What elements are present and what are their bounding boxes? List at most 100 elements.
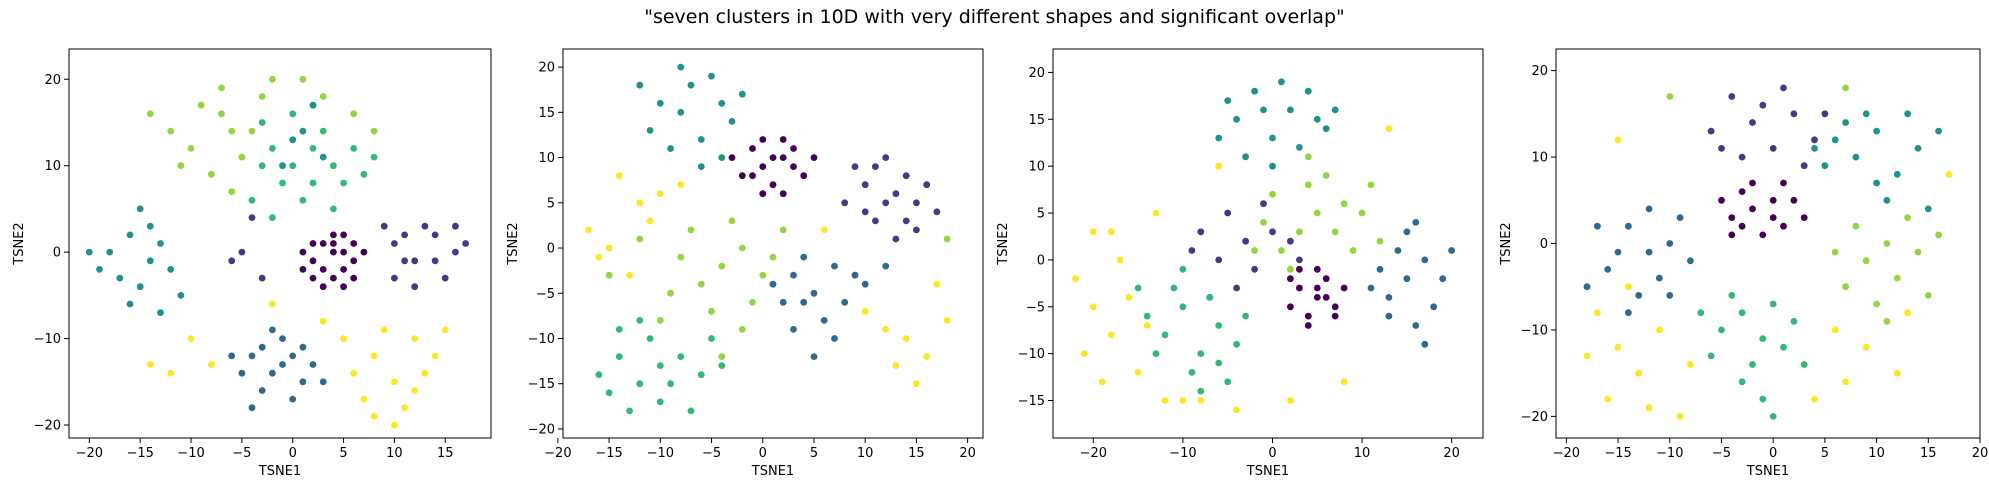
scatter-point <box>943 235 951 243</box>
scatter-point <box>1421 256 1429 264</box>
y-tick-label: 20 <box>1531 64 1548 79</box>
scatter-point <box>1759 395 1767 403</box>
scatter-point <box>177 162 185 170</box>
scatter-point <box>330 231 337 239</box>
x-tick-label: 5 <box>339 446 347 461</box>
scatter-point <box>157 240 164 247</box>
scatter-point <box>800 172 808 180</box>
scatter-point <box>279 361 286 368</box>
scatter-point <box>228 352 236 360</box>
scatter-point <box>790 145 797 152</box>
scatter-point <box>1718 196 1725 204</box>
scatter-point <box>769 253 777 261</box>
y-tick-label: 20 <box>44 73 61 88</box>
scatter-point <box>1811 395 1818 403</box>
scatter-point <box>452 222 459 230</box>
x-tick-label: 10 <box>1354 446 1371 461</box>
scatter-point <box>1358 209 1366 217</box>
scatter-point <box>391 274 398 282</box>
scatter-point <box>218 110 225 118</box>
scatter-point <box>279 179 286 187</box>
scatter-point <box>913 226 920 234</box>
scatter-point <box>626 271 633 279</box>
scatter-point <box>1188 247 1196 254</box>
scatter-point <box>1873 127 1880 135</box>
y-axis-label: TSNE2 <box>12 222 27 265</box>
scatter-point <box>779 190 787 198</box>
scatter-point <box>299 266 307 273</box>
scatter-point <box>1296 284 1303 292</box>
scatter-point <box>1811 145 1818 152</box>
scatter-point <box>1233 115 1240 123</box>
scatter-point <box>1914 145 1922 152</box>
scatter-point <box>1134 369 1142 376</box>
scatter-point <box>1322 125 1330 133</box>
scatter-point <box>677 181 685 189</box>
scatter-point <box>1614 248 1622 256</box>
x-tick-label: −15 <box>126 446 153 461</box>
scatter-point <box>1780 343 1787 351</box>
scatter-point <box>360 395 368 403</box>
scatter-point <box>1790 196 1798 204</box>
scatter-point <box>677 63 685 71</box>
scatter-point <box>1331 228 1339 236</box>
scatter-point <box>96 266 103 273</box>
scatter-point <box>1296 144 1303 151</box>
scatter-point <box>238 153 246 161</box>
scatter-point <box>309 145 317 152</box>
scatter-point <box>1287 265 1294 273</box>
x-axis-label: TSNE1 <box>751 464 794 479</box>
scatter-point <box>1769 196 1777 204</box>
scatter-point <box>1269 228 1276 236</box>
scatter-point <box>1604 266 1612 273</box>
scatter-point <box>933 280 941 288</box>
scatter-point <box>309 240 317 247</box>
scatter-point <box>1304 181 1312 189</box>
scatter-point <box>350 145 358 152</box>
scatter-point <box>269 145 276 152</box>
y-axis-label: TSNE2 <box>996 222 1011 265</box>
scatter-point <box>1376 237 1384 245</box>
scatter-point <box>1780 179 1787 187</box>
scatter-point <box>1862 343 1870 351</box>
scatter-point <box>1738 378 1746 386</box>
x-tick-label: −10 <box>177 446 204 461</box>
scatter-point <box>1412 322 1420 329</box>
scatter-point <box>441 326 449 334</box>
scatter-point <box>595 253 603 261</box>
scatter-point <box>1738 222 1746 230</box>
scatter-point <box>309 257 317 265</box>
scatter-point <box>810 353 818 360</box>
scatter-point <box>1831 326 1839 334</box>
scatter-point <box>340 179 347 187</box>
scatter-point <box>1687 361 1694 368</box>
scatter-point <box>656 317 664 324</box>
scatter-point <box>187 335 195 342</box>
scatter-panel-2: −20 −15 −10 −5 0 5 10 15 20 −20 −15 −10 −5 0 5 10 15 20 TS… <box>506 48 984 479</box>
scatter-point <box>1439 275 1447 283</box>
scatter-point <box>1233 340 1240 348</box>
scatter-point <box>1304 312 1312 320</box>
scatter-point <box>1645 205 1653 213</box>
scatter-point <box>1161 331 1169 339</box>
scatter-point <box>350 369 358 377</box>
scatter-point <box>902 217 910 225</box>
scatter-point <box>360 248 368 256</box>
scatter-point <box>656 362 664 369</box>
scatter-point <box>299 127 307 135</box>
scatter-point <box>187 145 195 152</box>
y-tick-label: −10 <box>528 332 555 347</box>
scatter-point <box>646 126 654 134</box>
scatter-point <box>1614 136 1622 144</box>
scatter-point <box>759 190 767 198</box>
scatter-point <box>1251 87 1258 95</box>
scatter-point <box>1107 228 1115 236</box>
scatter-point <box>431 352 439 360</box>
scatter-point <box>882 199 890 207</box>
scatter-point <box>421 369 429 377</box>
scatter-point <box>340 231 347 239</box>
scatter-point <box>636 380 644 388</box>
scatter-point <box>1278 78 1285 86</box>
scatter-point <box>943 317 951 324</box>
